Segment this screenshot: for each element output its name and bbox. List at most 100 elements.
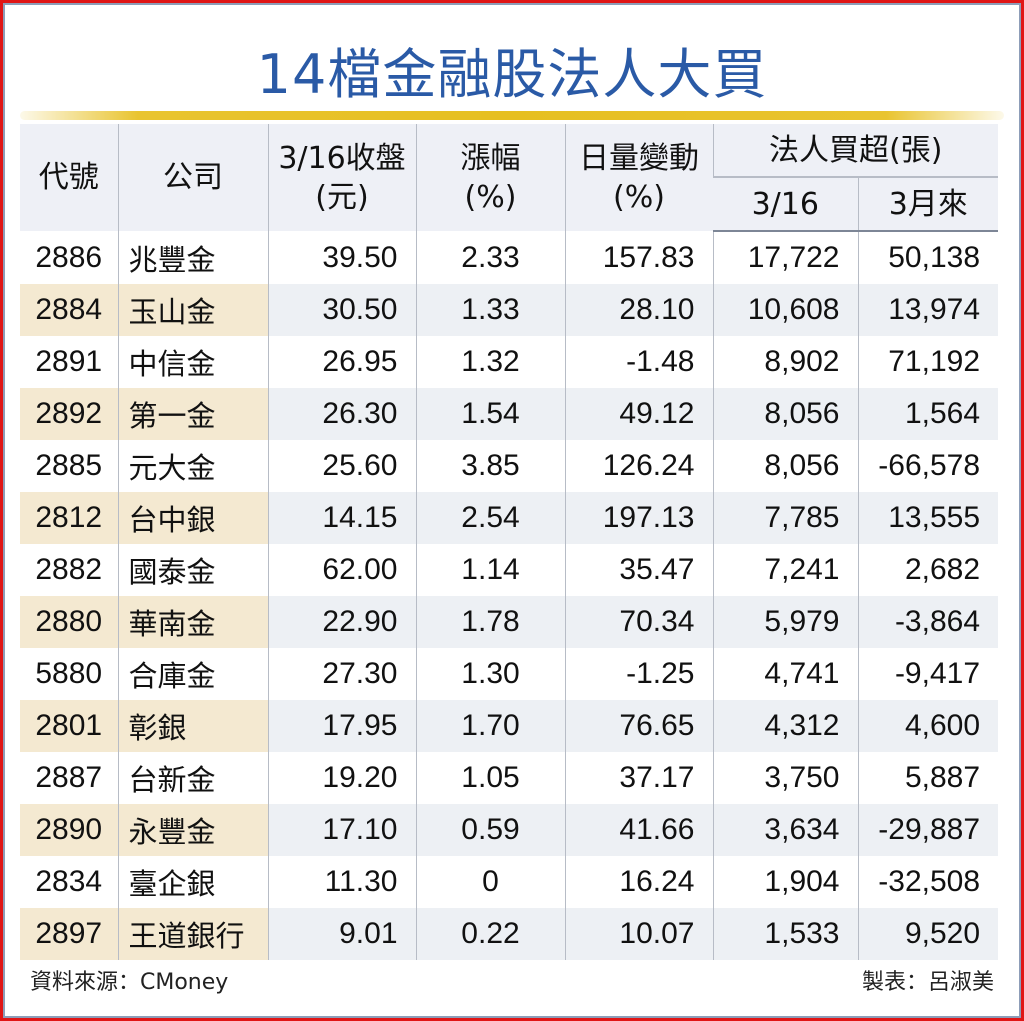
company-name: 臺企銀 — [117, 856, 268, 908]
volume-change: 37.17 — [564, 752, 713, 804]
volume-change: 35.47 — [564, 544, 713, 596]
price-change: 0.59 — [415, 804, 565, 856]
table-row: 2890 永豐金 17.10 0.59 41.66 3,634 -29,887 — [20, 804, 999, 856]
header-company: 公司 — [117, 124, 268, 231]
close-price: 39.50 — [267, 231, 416, 284]
header-inst-day: 3/16 — [713, 176, 858, 232]
stock-code: 2891 — [35, 345, 103, 378]
price-change: 1.05 — [415, 752, 565, 804]
price-change: 1.54 — [415, 388, 565, 440]
volume-change: 197.13 — [564, 492, 713, 544]
net-buy-day: 4,312 — [712, 700, 858, 752]
volume-change: 76.65 — [564, 700, 713, 752]
price-change: 0.22 — [415, 908, 565, 960]
close-price: 11.30 — [267, 856, 416, 908]
table-row: 2897 王道銀行 9.01 0.22 10.07 1,533 9,520 — [20, 908, 999, 960]
volume-change: 70.34 — [564, 596, 713, 648]
volume-change: -1.48 — [564, 336, 713, 388]
close-price: 62.00 — [267, 544, 416, 596]
close-price: 25.60 — [267, 440, 416, 492]
net-buy-day: 3,634 — [712, 804, 858, 856]
net-buy-month: -3,864 — [857, 596, 999, 648]
volume-change: 49.12 — [564, 388, 713, 440]
table-body: 2886 兆豐金 39.50 2.33 157.83 17,722 50,138 2884 玉山… — [20, 231, 999, 960]
price-change: 1.70 — [415, 700, 565, 752]
price-change: 1.78 — [415, 596, 565, 648]
net-buy-month: 5,887 — [857, 752, 999, 804]
source-note: 資料來源：CMoney — [30, 970, 229, 995]
company-name: 永豐金 — [117, 804, 268, 856]
header-change: 漲幅 (%) — [415, 124, 565, 231]
header-change-line2: (%) — [464, 179, 517, 215]
volume-change: 41.66 — [564, 804, 713, 856]
stock-code: 2892 — [20, 388, 118, 440]
price-change: 3.85 — [415, 440, 565, 492]
close-price: 19.20 — [267, 752, 416, 804]
company-name: 第一金 — [117, 388, 268, 440]
company-name: 華南金 — [117, 596, 268, 648]
price-change: 1.30 — [415, 648, 565, 700]
net-buy-month: -66,578 — [857, 440, 999, 492]
header-close: 3/16收盤 (元) — [267, 124, 416, 231]
header-close-line1: 3/16收盤 — [278, 140, 406, 176]
close-price: 17.95 — [267, 700, 416, 752]
company-name: 玉山金 — [117, 284, 268, 336]
net-buy-month: 13,555 — [857, 492, 999, 544]
net-buy-month: 71,192 — [857, 336, 999, 388]
table-row: 2880 華南金 22.90 1.78 70.34 5,979 -3,864 — [20, 596, 999, 648]
close-price: 26.95 — [267, 336, 416, 388]
page-title: 14檔金融股法人大買 — [256, 43, 768, 106]
close-price: 22.90 — [267, 596, 416, 648]
net-buy-day: 4,741 — [712, 648, 858, 700]
close-price: 30.50 — [267, 284, 416, 336]
price-change: 2.33 — [415, 231, 565, 284]
table-row: 5880 合庫金 27.30 1.30 -1.25 4,741 -9,417 — [20, 648, 999, 700]
net-buy-day: 8,902 — [712, 336, 858, 388]
stock-table: 代號 公司 3/16收盤 (元) 漲幅 (%) 日量變動 (%) 法人買超(張)… — [20, 124, 999, 960]
price-change: 1.32 — [415, 336, 565, 388]
net-buy-day: 7,241 — [712, 544, 858, 596]
table-row: 2882 國泰金 62.00 1.14 35.47 7,241 2,682 — [20, 544, 999, 596]
stock-code: 2884 — [20, 284, 118, 336]
close-price: 17.10 — [267, 804, 416, 856]
net-buy-month: -29,887 — [857, 804, 999, 856]
price-change: 1.33 — [415, 284, 565, 336]
volume-change: 126.24 — [564, 440, 713, 492]
stock-code: 2812 — [20, 492, 118, 544]
company-name: 合庫金 — [117, 648, 268, 700]
table-row: 2884 玉山金 30.50 1.33 28.10 10,608 13,974 — [20, 284, 999, 336]
price-change: 0 — [415, 856, 565, 908]
net-buy-month: 13,974 — [857, 284, 999, 336]
stock-code: 2887 — [35, 761, 103, 794]
company-name: 國泰金 — [117, 544, 268, 596]
net-buy-day: 3,750 — [712, 752, 858, 804]
net-buy-day: 7,785 — [712, 492, 858, 544]
close-price: 26.30 — [267, 388, 416, 440]
net-buy-day: 17,722 — [712, 231, 858, 284]
header-close-line2: (元) — [315, 179, 369, 215]
company-name: 台新金 — [117, 752, 268, 804]
volume-change: -1.25 — [564, 648, 713, 700]
table-row: 2801 彰銀 17.95 1.70 76.65 4,312 4,600 — [20, 700, 999, 752]
stock-code: 2885 — [35, 449, 103, 482]
net-buy-day: 10,608 — [712, 284, 858, 336]
volume-change: 28.10 — [564, 284, 713, 336]
stock-code: 2834 — [35, 865, 103, 898]
stock-code: 2886 — [35, 240, 103, 274]
net-buy-day: 8,056 — [712, 388, 858, 440]
table-row: 2892 第一金 26.30 1.54 49.12 8,056 1,564 — [20, 388, 999, 440]
company-name: 元大金 — [117, 440, 268, 492]
net-buy-month: 4,600 — [857, 700, 999, 752]
net-buy-day: 5,979 — [712, 596, 858, 648]
net-buy-month: 9,520 — [857, 908, 999, 960]
close-price: 9.01 — [267, 908, 416, 960]
table-row: 2887 台新金 19.20 1.05 37.17 3,750 5,887 — [20, 752, 999, 804]
table-row: 2891 中信金 26.95 1.32 -1.48 8,902 71,192 — [20, 336, 999, 388]
company-name: 中信金 — [117, 336, 268, 388]
header-volume: 日量變動 (%) — [564, 124, 713, 231]
net-buy-day: 1,533 — [712, 908, 858, 960]
company-name: 彰銀 — [117, 700, 268, 752]
net-buy-day: 1,904 — [712, 856, 858, 908]
close-price: 27.30 — [267, 648, 416, 700]
